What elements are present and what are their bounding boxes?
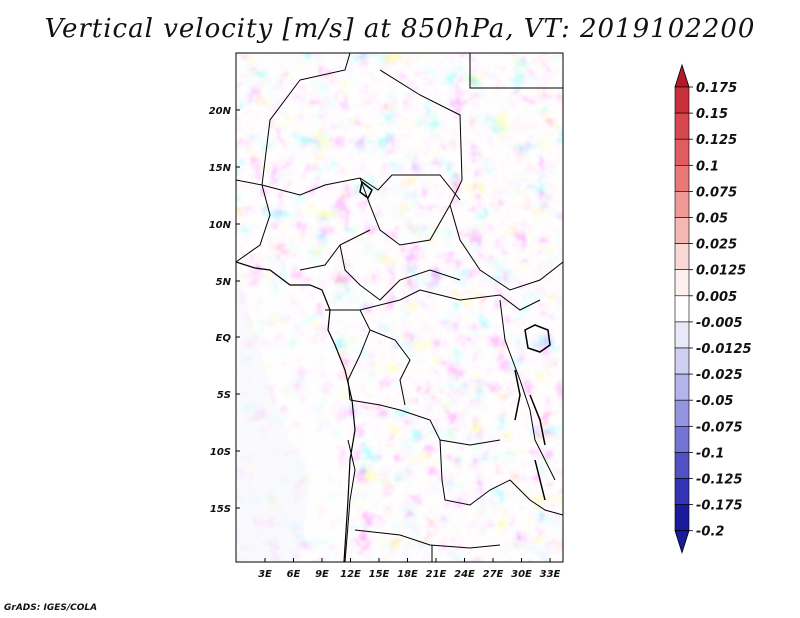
colorbar-label: -0.125 [696, 473, 743, 488]
colorbar-label: -0.05 [696, 394, 733, 409]
colorbar-bin [674, 112, 690, 140]
colorbar-label: 0.15 [696, 107, 728, 122]
colorbar-cap-bottom [674, 530, 690, 555]
colorbar-bin [674, 86, 690, 114]
lat-tick-label: 20N [209, 106, 232, 117]
lon-tick-label: 24E [454, 569, 475, 580]
colorbar-bin [674, 347, 690, 375]
colorbar-bin [674, 399, 690, 427]
country-borders [236, 53, 563, 562]
lat-tick-label: 5S [217, 390, 231, 401]
colorbar-bin [674, 269, 690, 297]
lon-tick-label: 33E [540, 569, 561, 580]
colorbar-bin [674, 295, 690, 323]
colorbar-label: 0.025 [696, 238, 737, 253]
chart-title: Vertical velocity [m/s] at 850hPa, VT: 2… [44, 14, 756, 44]
lat-tick-label: EQ [216, 333, 232, 344]
colorbar-bin [674, 138, 690, 166]
colorbar-bin [674, 191, 690, 218]
colorbar-label: -0.175 [696, 499, 743, 514]
lon-tick-label: 3E [258, 569, 272, 580]
lon-tick-label: 30E [511, 569, 532, 580]
coastline [236, 261, 356, 562]
colorbar-label: -0.005 [696, 316, 743, 331]
colorbar-label: 0.0125 [696, 264, 746, 279]
colorbar-label: 0.05 [696, 212, 728, 227]
colorbar-cap-top [674, 63, 690, 88]
lon-tick-label: 27E [483, 569, 504, 580]
lat-tick-label: 15N [209, 163, 232, 174]
shaded-field [236, 53, 563, 562]
colorbar-bin [674, 217, 690, 244]
latitude-axis: 20N 15N 10N 5N EQ 5S 10S 15S [209, 106, 240, 515]
longitude-axis: 3E 6E 9E 12E 15E 18E 21E 24E 27E 30E 33E [258, 558, 561, 580]
colorbar-label: 0.175 [696, 81, 737, 96]
colorbar-label: -0.075 [696, 420, 743, 435]
lat-tick-label: 10S [210, 447, 231, 458]
colorbar-label: 0.1 [696, 159, 719, 174]
colorbar-bin [674, 321, 690, 349]
lon-tick-label: 18E [397, 569, 418, 580]
colorbar-label: 0.075 [696, 185, 737, 200]
colorbar-bin [674, 452, 690, 479]
lon-tick-label: 12E [340, 569, 361, 580]
lat-tick-label: 5N [216, 277, 232, 288]
colorbar-bin [674, 504, 690, 532]
colorbar-bin [674, 425, 690, 453]
colorbar-bin [674, 243, 690, 271]
lon-tick-label: 15E [369, 569, 390, 580]
credit-label: GrADS: IGES/COLA [4, 603, 98, 613]
colorbar-label: -0.2 [696, 525, 724, 540]
colorbar-label: -0.0125 [696, 342, 752, 357]
lon-tick-label: 9E [315, 569, 329, 580]
colorbar-bin [674, 165, 690, 192]
lat-tick-label: 10N [209, 220, 232, 231]
colorbar-label: 0.005 [696, 290, 737, 305]
lon-tick-label: 6E [287, 569, 301, 580]
colorbar-label: -0.1 [696, 446, 724, 461]
colorbar-bin [674, 373, 690, 401]
colorbar-bin [674, 478, 690, 505]
lon-tick-label: 21E [426, 569, 447, 580]
map-frame [235, 52, 564, 563]
colorbar: 0.175 0.15 0.125 0.1 0.075 0.05 0.025 0.0125 0.0… [674, 63, 752, 555]
lat-tick-label: 15S [210, 504, 231, 515]
colorbar-label: 0.125 [696, 133, 737, 148]
lakes [359, 180, 551, 501]
colorbar-label: -0.025 [696, 368, 743, 383]
